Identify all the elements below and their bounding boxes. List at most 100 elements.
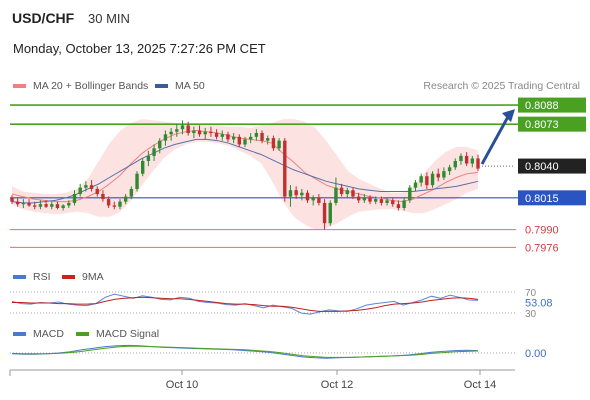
timeframe-label: 30 MIN xyxy=(88,11,130,26)
candle xyxy=(430,171,435,188)
candle-body xyxy=(408,187,412,201)
candle-body xyxy=(50,204,54,207)
candle xyxy=(101,190,105,202)
candle xyxy=(391,197,395,207)
candle-body xyxy=(300,192,304,196)
candle xyxy=(135,171,139,192)
candle xyxy=(33,201,37,210)
candle xyxy=(84,181,88,192)
candle xyxy=(413,180,418,192)
candle-body xyxy=(163,134,168,141)
bollinger-band xyxy=(12,119,478,230)
level-lines xyxy=(10,104,518,248)
candle-body xyxy=(402,200,406,208)
candle-body xyxy=(129,188,134,197)
legend-ma20: MA 20 + Bollinger Bands xyxy=(13,80,148,92)
candle-body xyxy=(192,130,196,134)
candle-body xyxy=(385,200,389,203)
time-axis: Oct 10 Oct 12 Oct 14 xyxy=(9,369,515,391)
candle xyxy=(408,185,412,203)
credit-label: Research © 2025 Trading Central xyxy=(423,80,580,92)
candle-body xyxy=(15,201,20,205)
candle xyxy=(345,187,349,198)
candle xyxy=(356,192,361,203)
candle-body xyxy=(231,136,236,140)
candle xyxy=(152,144,156,161)
candle-body xyxy=(464,155,469,164)
candle-body xyxy=(203,131,207,135)
candle-body xyxy=(226,134,230,140)
candle xyxy=(339,183,344,197)
candle-body xyxy=(220,134,224,137)
level-label-0.8088: 0.8088 xyxy=(525,100,559,112)
candle-body xyxy=(419,176,423,183)
candle-body xyxy=(436,173,440,178)
candle xyxy=(50,201,54,210)
candle-body xyxy=(317,197,321,203)
candle-body xyxy=(413,182,418,188)
candle xyxy=(186,121,190,136)
level-label-bg-0.8073 xyxy=(518,116,586,132)
candle xyxy=(15,197,20,207)
candle-body xyxy=(430,173,435,186)
candle xyxy=(442,167,446,181)
level-labels: 0.8088 0.8073 0.8040 0.8015 0.7990 0.7976 xyxy=(518,97,586,254)
macd-signal-swatch xyxy=(76,332,89,336)
candle xyxy=(72,190,77,206)
candle xyxy=(203,127,207,140)
candle xyxy=(169,127,173,141)
candle xyxy=(396,200,401,211)
candle-body xyxy=(362,197,367,201)
candle-body xyxy=(345,190,349,195)
candle-body xyxy=(391,200,395,205)
candle xyxy=(231,133,236,144)
candle-body xyxy=(459,155,463,161)
candle xyxy=(362,194,367,203)
forecast-arrow-head xyxy=(502,109,515,123)
rsi-current-value: 53.08 xyxy=(525,298,553,310)
level-label-bg-0.8015 xyxy=(518,190,586,206)
legend-rsi-label: RSI xyxy=(33,271,51,283)
macd-zero-label: 0.00 xyxy=(525,348,546,360)
candle-body xyxy=(55,204,60,208)
candle xyxy=(288,185,293,207)
candle-body xyxy=(95,188,99,195)
candle xyxy=(311,195,315,206)
candle-body xyxy=(368,197,372,202)
candle-body xyxy=(277,140,281,149)
legend-9ma: 9MA xyxy=(62,271,104,283)
candle-body xyxy=(112,205,116,207)
level-label-0.8073: 0.8073 xyxy=(525,119,559,131)
candle-body xyxy=(72,194,77,203)
candle-body xyxy=(27,202,31,206)
legend-rsi: RSI xyxy=(13,271,51,283)
candle xyxy=(10,195,14,205)
candle-body xyxy=(311,197,315,201)
candle xyxy=(402,197,406,211)
candle-body xyxy=(10,197,14,202)
time-tick-label: Oct 12 xyxy=(321,379,353,391)
candle xyxy=(180,120,185,135)
level-label-0.8040: 0.8040 xyxy=(525,161,559,173)
candle-body xyxy=(305,192,310,201)
forecast-arrow xyxy=(480,109,515,165)
candle-body xyxy=(141,160,145,174)
candle-body xyxy=(447,167,452,172)
candle xyxy=(61,204,65,211)
candle xyxy=(89,180,94,192)
candle xyxy=(379,196,384,206)
candle xyxy=(300,188,304,201)
macd-signal-line xyxy=(11,345,479,358)
candle xyxy=(464,152,469,167)
candle xyxy=(351,187,355,200)
candle-body xyxy=(214,133,219,137)
legend-macd-label: MACD xyxy=(33,328,64,340)
legend-ma50: MA 50 xyxy=(155,80,205,92)
rsi-tick-70: 70 xyxy=(525,288,537,299)
candle-body xyxy=(334,187,338,203)
level-label-0.7990: 0.7990 xyxy=(525,225,559,237)
candle-body xyxy=(175,129,179,132)
candle-body xyxy=(260,133,264,141)
